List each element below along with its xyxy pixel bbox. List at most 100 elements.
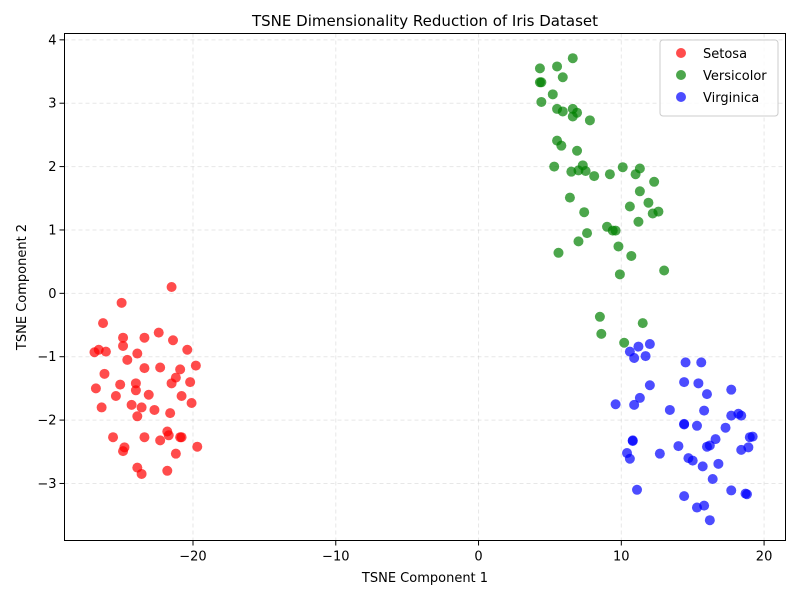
data-point-versicolor [594, 311, 605, 322]
data-point-versicolor [626, 250, 637, 261]
data-point-versicolor [619, 337, 630, 348]
data-point-setosa [100, 346, 111, 357]
y-axis-label: TSNE Component 2 [15, 224, 30, 351]
data-point-setosa [143, 389, 154, 400]
data-point-setosa [136, 402, 147, 413]
data-point-virginica [693, 378, 704, 389]
x-tick-label: 0 [474, 550, 482, 565]
data-point-setosa [182, 344, 193, 355]
data-point-virginica [707, 474, 718, 485]
data-point-setosa [185, 377, 196, 388]
data-point-setosa [118, 446, 129, 457]
data-point-virginica [680, 357, 691, 368]
data-point-setosa [170, 372, 181, 383]
data-point-setosa [118, 340, 129, 351]
data-point-virginica [679, 491, 690, 502]
data-point-versicolor [617, 162, 628, 173]
data-point-virginica [699, 500, 710, 511]
data-point-virginica [696, 357, 707, 368]
data-point-virginica [726, 384, 737, 395]
legend-label-virginica: Virginica [703, 91, 759, 106]
x-tick-label: −20 [179, 550, 206, 565]
y-tick-label: 4 [48, 33, 56, 48]
data-point-setosa [175, 364, 186, 375]
data-point-setosa [139, 363, 150, 374]
data-point-setosa [163, 430, 174, 441]
data-point-setosa [155, 362, 166, 373]
data-point-versicolor [634, 163, 645, 174]
data-point-virginica [679, 377, 690, 388]
data-point-setosa [139, 332, 150, 343]
data-point-virginica [697, 461, 708, 472]
data-point-versicolor [634, 186, 645, 197]
data-point-versicolor [614, 269, 625, 280]
data-point-virginica [741, 489, 752, 500]
data-point-setosa [108, 432, 119, 443]
data-point-versicolor [557, 106, 568, 117]
data-point-setosa [176, 432, 187, 443]
data-point-setosa [90, 383, 101, 394]
data-point-virginica [633, 341, 644, 352]
data-point-versicolor [567, 111, 578, 122]
data-point-setosa [162, 465, 173, 476]
y-tick-label: −3 [37, 477, 56, 492]
data-point-virginica [632, 484, 643, 495]
chart-title: TSNE Dimensionality Reduction of Iris Da… [251, 12, 598, 30]
data-point-versicolor [549, 161, 560, 172]
legend-marker-virginica [676, 92, 686, 102]
data-point-versicolor [637, 318, 648, 329]
data-point-virginica [629, 352, 640, 363]
data-point-versicolor [584, 115, 595, 126]
data-point-versicolor [580, 166, 591, 177]
data-point-versicolor [564, 192, 575, 203]
data-point-versicolor [643, 197, 654, 208]
data-point-setosa [186, 397, 197, 408]
data-point-setosa [122, 354, 133, 365]
data-point-versicolor [589, 171, 600, 182]
data-point-setosa [98, 318, 109, 329]
data-point-versicolor [567, 53, 578, 64]
plot-frame [64, 33, 786, 541]
data-point-virginica [629, 399, 640, 410]
data-point-versicolor [534, 63, 545, 74]
data-point-versicolor [610, 225, 621, 236]
data-point-setosa [192, 441, 203, 452]
data-point-versicolor [624, 201, 635, 212]
data-point-versicolor [573, 236, 584, 247]
data-point-versicolor [556, 140, 567, 151]
data-point-versicolor [536, 77, 547, 88]
data-point-versicolor [582, 228, 593, 239]
data-point-setosa [153, 327, 164, 338]
y-tick-label: 0 [48, 287, 56, 302]
data-point-versicolor [553, 247, 564, 258]
data-point-virginica [713, 458, 724, 469]
y-tick-label: −2 [37, 414, 56, 429]
data-point-versicolor [579, 207, 590, 218]
data-point-virginica [640, 351, 651, 362]
data-point-versicolor [633, 216, 644, 227]
legend-label-setosa: Setosa [703, 47, 747, 62]
data-point-versicolor [557, 72, 568, 83]
data-point-setosa [176, 391, 187, 402]
data-point-virginica [644, 380, 655, 391]
data-point-virginica [744, 432, 755, 443]
legend-label-versicolor: Versicolor [703, 69, 767, 84]
data-point-virginica [699, 405, 710, 416]
y-tick-label: 1 [48, 223, 56, 238]
data-point-setosa [126, 399, 137, 410]
y-tick-label: −1 [37, 350, 56, 365]
grid-lines [64, 33, 786, 541]
legend-marker-setosa [676, 48, 686, 58]
legend: Setosa Versicolor Virginica [659, 39, 779, 117]
data-point-setosa [139, 432, 150, 443]
x-tick-label: 10 [613, 550, 630, 565]
data-point-setosa [155, 435, 166, 446]
data-point-virginica [634, 392, 645, 403]
legend-box [659, 39, 779, 117]
data-point-setosa [165, 408, 176, 419]
data-point-virginica [691, 420, 702, 431]
data-point-setosa [190, 360, 201, 371]
data-point-virginica [610, 399, 621, 410]
